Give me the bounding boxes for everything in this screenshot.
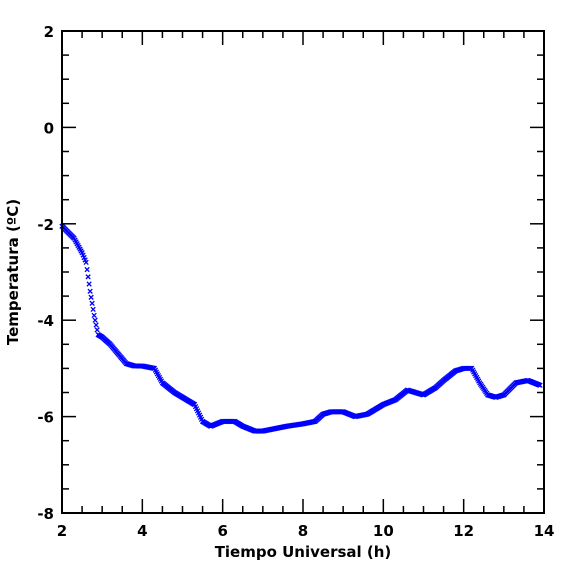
x-tick-label: 4 bbox=[137, 522, 147, 540]
y-axis-title: Temperatura (ºC) bbox=[4, 199, 22, 345]
plot-frame bbox=[61, 30, 545, 514]
y-tick-label: -8 bbox=[37, 505, 54, 523]
x-tick-label: 10 bbox=[373, 522, 394, 540]
data-point bbox=[91, 312, 97, 319]
data-point bbox=[84, 266, 90, 273]
data-point bbox=[88, 294, 94, 300]
x-tick-labels: 2 4 6 8 10 12 14 bbox=[57, 522, 555, 540]
x-tick-label: 6 bbox=[217, 522, 227, 540]
data-points bbox=[59, 223, 543, 434]
y-tick-labels: -8 -6 -4 -2 0 2 bbox=[37, 23, 54, 523]
axis-ticks bbox=[61, 30, 545, 514]
data-point bbox=[87, 288, 93, 294]
x-tick-label: 2 bbox=[57, 522, 67, 540]
data-point bbox=[89, 300, 95, 306]
data-point bbox=[83, 259, 89, 266]
y-tick-label: -2 bbox=[37, 216, 54, 234]
y-tick-label: 0 bbox=[44, 119, 54, 137]
data-point bbox=[86, 281, 92, 287]
data-point bbox=[467, 365, 473, 372]
data-point bbox=[92, 317, 98, 323]
y-tick-label: -4 bbox=[37, 312, 54, 330]
data-point bbox=[537, 382, 543, 388]
x-tick-label: 8 bbox=[298, 522, 308, 540]
data-point bbox=[94, 327, 100, 333]
data-point bbox=[90, 306, 96, 313]
data-point bbox=[85, 274, 91, 280]
data-point bbox=[93, 322, 99, 328]
y-tick-label: 2 bbox=[44, 23, 54, 41]
y-tick-label: -6 bbox=[37, 409, 54, 427]
x-tick-label: 14 bbox=[534, 522, 555, 540]
x-axis-title: Tiempo Universal (h) bbox=[215, 543, 392, 561]
x-tick-label: 12 bbox=[453, 522, 474, 540]
